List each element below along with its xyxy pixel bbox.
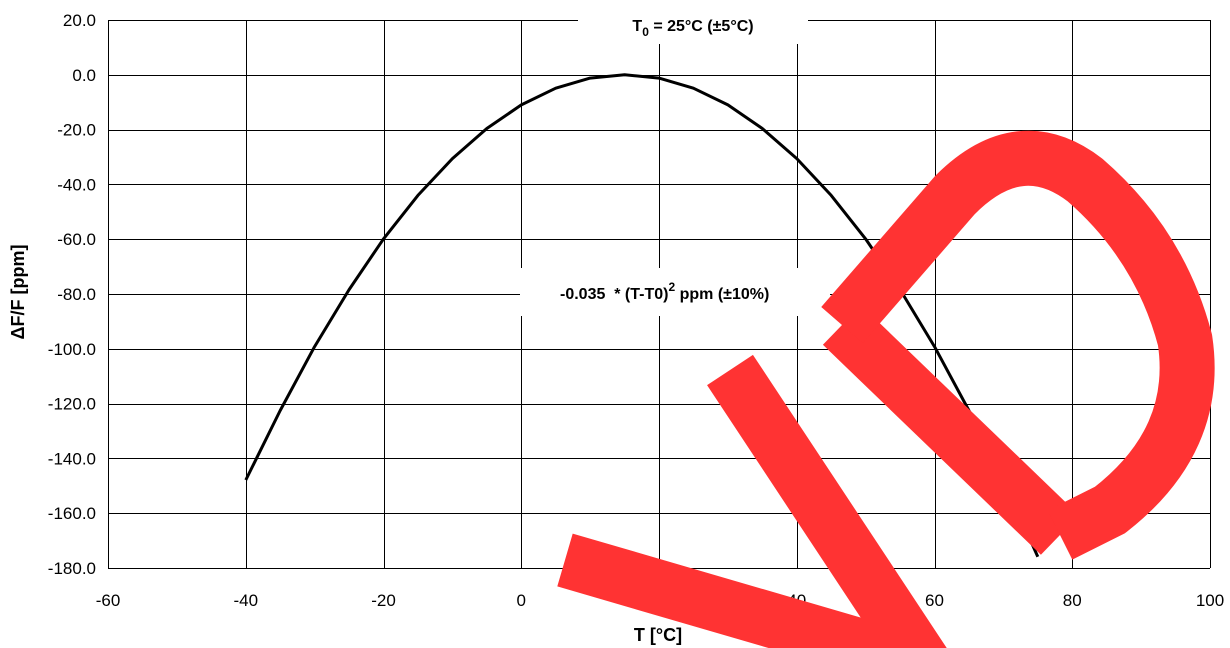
x-tick-label: -40	[233, 591, 258, 610]
y-tick-label: -120.0	[48, 395, 96, 414]
x-tick-label: -60	[96, 591, 121, 610]
y-tick-label: -140.0	[48, 449, 96, 468]
y-tick-label: -100.0	[48, 340, 96, 359]
x-tick-label: 0	[517, 591, 526, 610]
series-line	[244, 73, 1040, 558]
t0-prefix: T	[632, 18, 642, 35]
formula-superscript: 2	[668, 280, 675, 294]
y-tick-label: -40.0	[57, 175, 96, 194]
watermark-letter-d	[821, 130, 1215, 560]
x-tick-label: 60	[925, 591, 944, 610]
y-tick-label: -160.0	[48, 504, 96, 523]
t0-annotation-text: T0 = 25°C (±5°C)	[632, 18, 753, 39]
y-tick-label: 20.0	[63, 11, 96, 30]
x-tick-label: 80	[1063, 591, 1082, 610]
formula-annotation-text: -0.035 * (T-T0)2 ppm (±10%)	[560, 280, 769, 303]
x-axis-title: T [°C]	[634, 625, 682, 645]
y-tick-label: -60.0	[57, 230, 96, 249]
y-tick-label: -80.0	[57, 285, 96, 304]
tick-labels: -60 -40 -20 0 20 40 60 80 10020.00.0-20.0-40.0-6…	[48, 11, 1224, 610]
t0-suffix: = 25°C (±5°C)	[649, 18, 754, 35]
x-tick-label: 100	[1196, 591, 1224, 610]
series-layer	[244, 73, 1040, 558]
watermark-letter-n	[557, 354, 947, 648]
y-tick-label: 0.0	[72, 66, 96, 85]
formula-annotation: -0.035 * (T-T0)2 ppm (±10%)	[520, 268, 830, 316]
watermark-letter-i	[822, 305, 1080, 555]
t0-annotation: T0 = 25°C (±5°C)	[578, 8, 808, 44]
y-tick-label: -180.0	[48, 559, 96, 578]
t0-subscript: 0	[642, 25, 649, 39]
t0-annotation-background	[578, 8, 808, 44]
formula-suffix: ppm (±10%)	[675, 286, 769, 303]
formula-annotation-background	[520, 268, 830, 316]
y-axis-title: ΔF/F [ppm]	[8, 245, 28, 340]
watermark	[557, 130, 1215, 648]
y-tick-label: -20.0	[57, 121, 96, 140]
formula-prefix: -0.035 * (T-T0)	[560, 286, 668, 303]
x-tick-label: -20	[371, 591, 396, 610]
